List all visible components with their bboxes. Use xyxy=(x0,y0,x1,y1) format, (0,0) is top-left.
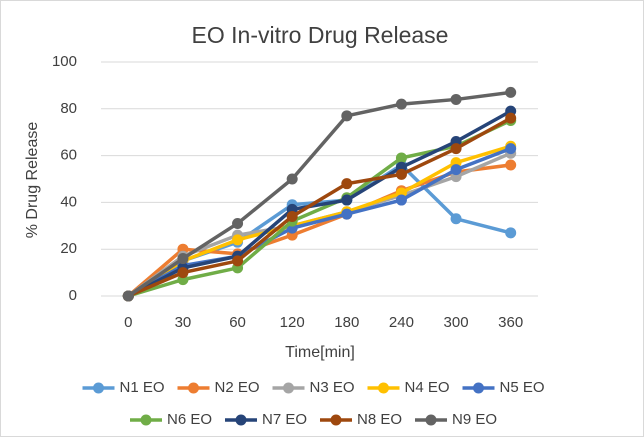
legend-swatch-marker xyxy=(283,382,294,394)
series-marker xyxy=(450,213,462,225)
y-tick-label: 60 xyxy=(60,147,77,164)
series-marker xyxy=(450,143,462,155)
x-tick-label: 300 xyxy=(444,314,469,331)
y-tick-label: 100 xyxy=(52,53,77,70)
series-marker xyxy=(395,98,407,110)
legend-swatch-marker xyxy=(235,414,247,426)
legend-label: N7 EO xyxy=(262,411,307,428)
series-line xyxy=(127,109,512,298)
series-marker xyxy=(341,110,353,122)
series-marker xyxy=(122,290,134,302)
y-tick-label: 0 xyxy=(69,287,77,304)
x-tick-label: 60 xyxy=(229,314,246,331)
y-axis-label: % Drug Release xyxy=(24,122,41,239)
legend-label: N8 EO xyxy=(357,411,402,428)
x-tick-label: 30 xyxy=(175,314,192,331)
series-line xyxy=(127,144,512,298)
legend-swatch-marker xyxy=(93,382,104,394)
legend-swatch-marker xyxy=(140,414,152,426)
series-marker xyxy=(341,178,353,190)
legend-swatch-marker xyxy=(473,382,484,394)
y-tick-label: 80 xyxy=(60,100,77,117)
series-marker xyxy=(286,173,298,185)
series-marker xyxy=(232,234,244,246)
series-line xyxy=(127,90,511,298)
legend-swatch-marker xyxy=(188,382,199,394)
legend-swatch-marker xyxy=(378,382,389,394)
legend-label: N1 EO xyxy=(120,379,165,396)
x-axis-label: Time[min] xyxy=(285,344,355,361)
series-marker xyxy=(505,86,517,98)
x-tick-label: 240 xyxy=(389,314,414,331)
legend-label: N3 EO xyxy=(310,379,355,396)
x-tick-label: 0 xyxy=(124,314,132,331)
legend-label: N4 EO xyxy=(405,379,450,396)
series-marker xyxy=(286,210,298,222)
series-marker xyxy=(341,194,353,206)
series-line xyxy=(127,118,512,298)
x-tick-label: 360 xyxy=(498,314,523,331)
series-marker xyxy=(450,93,462,105)
series-marker xyxy=(395,194,407,206)
y-tick-label: 40 xyxy=(60,193,77,210)
series-marker xyxy=(505,227,517,239)
series-marker xyxy=(232,217,244,229)
series-line xyxy=(127,116,512,298)
series-marker xyxy=(505,112,517,124)
legend-swatch-marker xyxy=(330,414,342,426)
series-marker xyxy=(177,253,189,265)
legend-label: N5 EO xyxy=(500,379,545,396)
series-marker xyxy=(505,159,517,171)
legend-swatch-marker xyxy=(425,414,437,426)
series-line xyxy=(127,146,512,298)
legend-label: N9 EO xyxy=(452,411,497,428)
x-tick-label: 120 xyxy=(280,314,305,331)
series-marker xyxy=(450,164,462,176)
series-marker xyxy=(395,152,407,164)
series-marker xyxy=(177,267,189,279)
chart-title: EO In-vitro Drug Release xyxy=(192,22,449,48)
series-marker xyxy=(232,255,244,267)
y-tick-label: 20 xyxy=(60,240,77,257)
series-marker xyxy=(505,143,517,155)
legend-label: N6 EO xyxy=(167,411,212,428)
legend-label: N2 EO xyxy=(215,379,260,396)
series-marker xyxy=(341,208,353,220)
x-tick-label: 180 xyxy=(334,314,359,331)
series-marker xyxy=(395,168,407,180)
